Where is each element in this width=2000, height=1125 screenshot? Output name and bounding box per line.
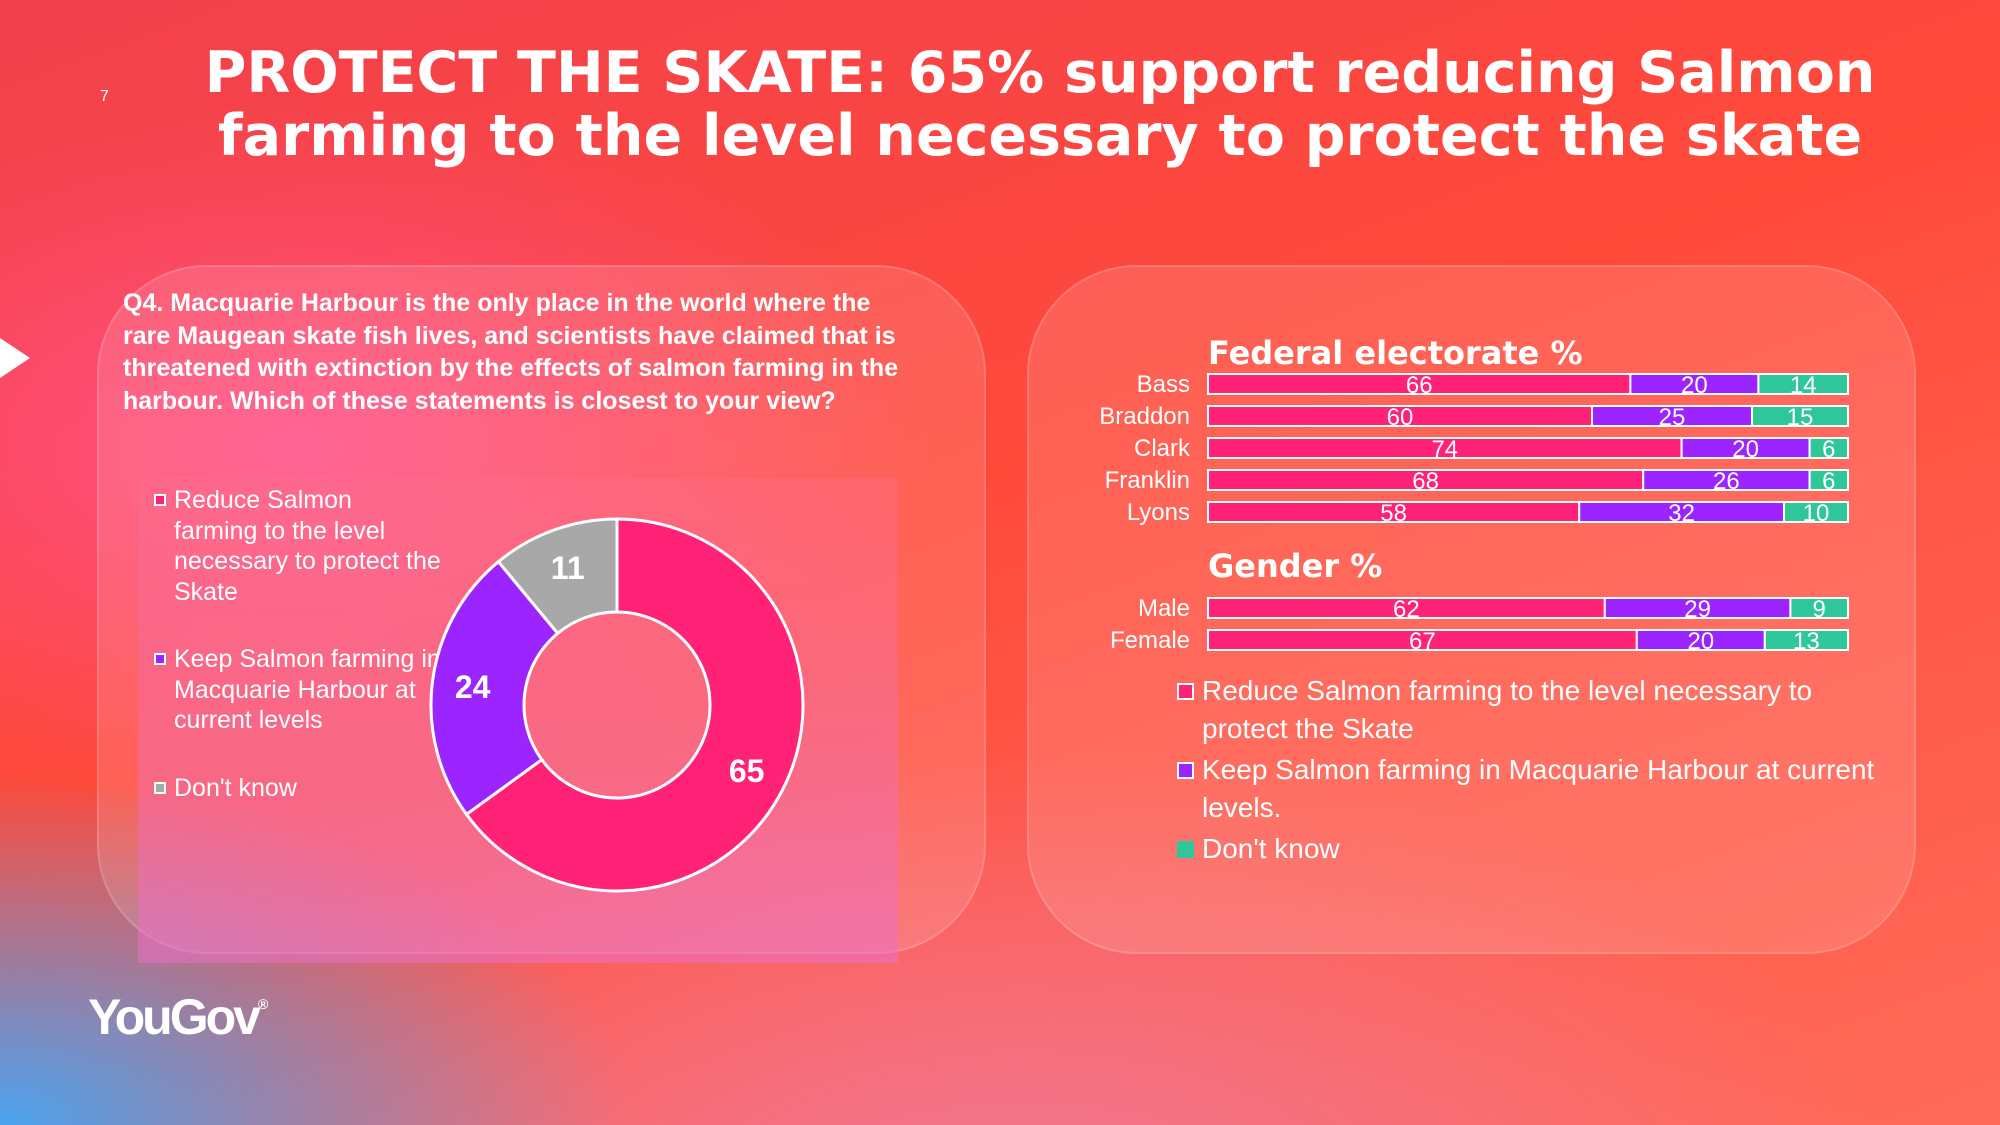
gender-chart-title: Gender % (1208, 547, 1383, 585)
donut-legend: Reduce Salmon farming to the level neces… (152, 485, 442, 840)
bar-data-label: 9 (1813, 596, 1826, 623)
bar-data-label: 20 (1732, 436, 1759, 463)
donut-legend-item-reduce: Reduce Salmon farming to the level neces… (152, 485, 442, 607)
survey-question: Q4. Macquarie Harbour is the only place … (123, 289, 899, 415)
donut-legend-item-keep: Keep Salmon farming in Macquarie Harbour… (152, 644, 442, 736)
bar-segment-dont-know (1763, 629, 1849, 651)
bar-data-label: 62 (1393, 596, 1420, 623)
bar-data-label: 67 (1409, 628, 1436, 655)
bar-data-label: 6 (1822, 468, 1835, 495)
bar-data-label: 15 (1787, 404, 1814, 431)
bar-segment-dont-know (1757, 373, 1850, 395)
bar-segment-dont-know (1808, 469, 1849, 491)
bar-data-label: 10 (1803, 500, 1830, 527)
bar-data-label: 32 (1668, 500, 1695, 527)
legend-swatch (154, 494, 166, 506)
donut-slice-dont-know (496, 517, 619, 636)
donut-slice-reduce (464, 517, 805, 893)
legend-label: Keep Salmon farming in Macquarie Harbour… (174, 645, 441, 734)
legend-label: Don't know (174, 773, 297, 802)
legend-swatch (154, 653, 166, 665)
bar-data-label: 66 (1406, 372, 1433, 399)
bar-data-label: 26 (1713, 468, 1740, 495)
bar-data-label: 14 (1790, 372, 1817, 399)
donut-slice-keep (429, 559, 560, 817)
donut-data-label: 11 (551, 550, 585, 586)
bar-segment-dont-know (1751, 405, 1849, 427)
donut-data-label: 24 (455, 669, 491, 705)
stacked-bar-charts: Bass 66 20 14 Braddon 60 25 15 Clark 74 20 6 Frankli… (1099, 371, 1850, 655)
bar-legend: Reduce Salmon farming to the level neces… (1175, 672, 1875, 871)
legend-label: Keep Salmon farming in Macquarie Harbour… (1202, 754, 1875, 823)
bar-data-label: 20 (1681, 372, 1708, 399)
legend-swatch (1177, 683, 1194, 700)
bar-data-label: 58 (1380, 500, 1407, 527)
donut-data-label: 65 (729, 753, 765, 789)
legend-label: Reduce Salmon farming to the level neces… (1202, 675, 1813, 744)
bar-legend-item-dont-know: Don't know (1175, 830, 1875, 868)
bar-segment-dont-know (1808, 437, 1849, 459)
legend-swatch (154, 781, 166, 794)
bar-legend-item-reduce: Reduce Salmon farming to the level neces… (1175, 672, 1875, 748)
bar-category-label: Female (1110, 627, 1190, 654)
bar-category-label: Braddon (1099, 403, 1190, 430)
bar-data-label: 20 (1687, 628, 1714, 655)
bar-data-label: 68 (1412, 468, 1439, 495)
slide-title: PROTECT THE SKATE: 65% support reducing … (204, 40, 1876, 169)
bar-data-label: 60 (1387, 404, 1414, 431)
bar-category-label: Clark (1134, 435, 1191, 462)
bar-data-label: 74 (1431, 436, 1458, 463)
bar-segment-dont-know (1783, 501, 1849, 523)
bar-data-label: 13 (1793, 628, 1820, 655)
bar-data-label: 25 (1659, 404, 1686, 431)
electorate-chart-title: Federal electorate % (1208, 334, 1583, 372)
legend-label: Reduce Salmon farming to the level neces… (174, 486, 441, 606)
page-number: 7 (100, 88, 109, 105)
legend-swatch (1177, 841, 1194, 858)
donut-chart: 65 24 11 (429, 517, 805, 893)
bar-category-label: Franklin (1105, 467, 1190, 494)
bar-category-label: Male (1138, 595, 1190, 622)
bar-data-label: 29 (1684, 596, 1711, 623)
registered-mark: ® (257, 996, 269, 1012)
bar-segment-dont-know (1789, 597, 1850, 619)
bar-data-label: 6 (1822, 436, 1835, 463)
yougov-logo: YouGov® (88, 988, 268, 1046)
legend-swatch (1177, 762, 1194, 779)
logo-text: YouGov (88, 989, 261, 1045)
donut-legend-item-dont-know: Don't know (152, 773, 442, 804)
bar-category-label: Lyons (1127, 499, 1190, 526)
bar-category-label: Bass (1137, 371, 1190, 398)
bar-legend-item-keep: Keep Salmon farming in Macquarie Harbour… (1175, 751, 1875, 827)
legend-label: Don't know (1202, 833, 1340, 864)
play-arrow-icon (0, 338, 30, 378)
